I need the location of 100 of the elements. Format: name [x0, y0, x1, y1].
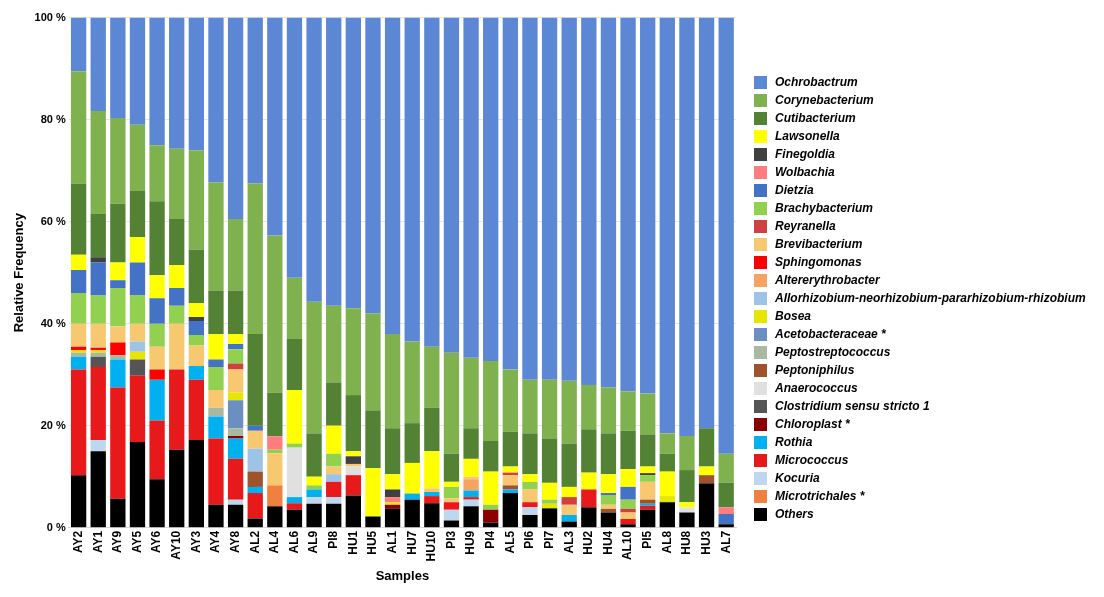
x-tick-label: PI6 — [522, 530, 537, 549]
x-tick-label: PI8 — [326, 530, 341, 549]
bar — [306, 433, 322, 477]
bar — [384, 502, 401, 505]
bar — [129, 236, 146, 263]
bar — [365, 468, 381, 517]
legend-label: Peptostreptococcus — [775, 345, 891, 359]
x-tick-label: PI3 — [443, 530, 458, 549]
bar — [267, 436, 283, 450]
bar — [404, 462, 420, 494]
x-tick-label: AY9 — [110, 530, 125, 553]
bar — [463, 357, 479, 429]
bar — [600, 504, 617, 509]
bar — [306, 485, 322, 490]
bar — [70, 356, 87, 370]
bar — [227, 458, 244, 500]
x-tick-label: AY2 — [70, 530, 85, 553]
bar — [90, 17, 106, 111]
bar — [561, 504, 577, 515]
bar — [640, 393, 656, 435]
bar — [306, 497, 322, 504]
bar — [345, 495, 361, 528]
bar — [169, 323, 185, 370]
x-tick-label: HU1 — [345, 530, 360, 555]
bar — [659, 17, 675, 434]
bar — [286, 503, 303, 510]
bar — [522, 502, 538, 508]
bar — [129, 295, 146, 324]
bar — [149, 323, 165, 347]
bar — [208, 438, 224, 505]
bar — [679, 435, 695, 471]
bar — [110, 359, 126, 388]
bar — [541, 438, 558, 483]
y-axis-title: Relative Frequency — [11, 212, 27, 333]
bar — [581, 507, 597, 528]
bar — [90, 295, 106, 324]
bar — [698, 466, 715, 476]
bar — [463, 490, 479, 498]
legend-label: Microtrichales * — [775, 489, 865, 503]
bar — [600, 493, 617, 496]
bar — [70, 350, 87, 353]
bar — [227, 504, 244, 528]
x-tick-label: AL10 — [620, 530, 635, 561]
x-tick-label: HU10 — [424, 530, 439, 562]
bar — [365, 17, 381, 314]
bar — [620, 469, 636, 487]
bar — [286, 443, 303, 448]
bar — [365, 313, 381, 411]
bar — [502, 485, 518, 490]
x-tick-label: AL8 — [659, 530, 674, 554]
x-tick-label: AL5 — [502, 530, 517, 554]
bar — [208, 389, 224, 408]
bar — [522, 481, 538, 490]
bar — [90, 257, 106, 263]
bar — [640, 17, 656, 394]
bar — [522, 507, 538, 515]
bar — [188, 439, 204, 528]
legend-label: Sphingomonas — [775, 255, 862, 269]
bar — [247, 183, 263, 334]
bar — [90, 367, 106, 440]
bar — [384, 17, 401, 334]
bar — [188, 317, 204, 322]
bar — [306, 489, 322, 498]
bar — [659, 453, 675, 472]
bar — [541, 482, 558, 500]
bar — [718, 17, 734, 454]
bar — [561, 486, 577, 498]
bar — [306, 503, 322, 528]
y-tick-label: 80 % — [40, 112, 66, 125]
bar — [90, 352, 106, 357]
x-tick-label: HU2 — [581, 530, 596, 555]
x-tick-label: AY4 — [208, 530, 223, 553]
bar — [659, 502, 675, 528]
bar — [581, 489, 597, 508]
bar — [463, 428, 479, 459]
legend-label: Wolbachia — [775, 165, 835, 179]
bar — [188, 150, 204, 250]
legend-label: Dietzia — [775, 183, 814, 197]
bar — [659, 433, 675, 454]
bar — [110, 355, 126, 360]
bar — [267, 485, 283, 507]
x-axis-title: Samples — [375, 567, 430, 583]
bar — [70, 369, 87, 476]
bar — [463, 506, 479, 528]
bar — [541, 499, 558, 504]
bar — [227, 369, 244, 393]
bar — [149, 17, 165, 146]
bar — [424, 503, 440, 528]
bar — [620, 17, 636, 392]
bar — [679, 17, 695, 436]
bar — [149, 275, 165, 299]
bar — [208, 407, 224, 417]
bar — [640, 434, 656, 467]
bar — [541, 379, 558, 439]
bar — [345, 475, 361, 496]
bar — [502, 431, 518, 467]
bar — [129, 124, 146, 192]
y-tick-label: 100 % — [34, 10, 66, 23]
bar — [600, 495, 617, 505]
bar — [483, 441, 499, 472]
